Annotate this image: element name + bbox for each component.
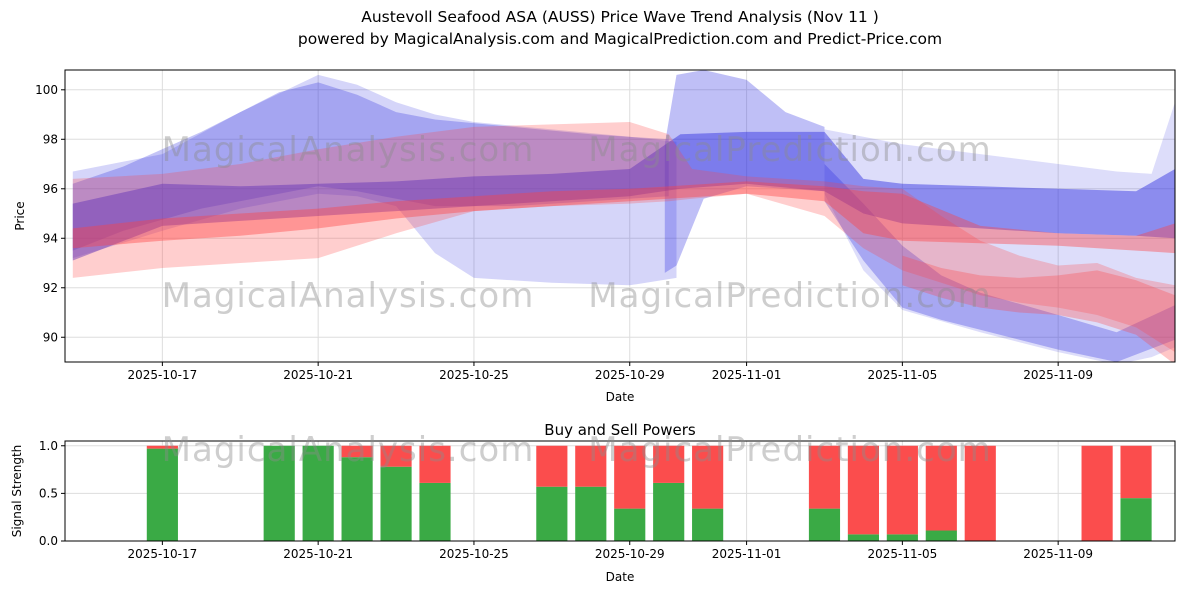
svg-text:94: 94 [43,231,58,245]
price-wave-bands [72,70,1175,362]
svg-text:2025-11-05: 2025-11-05 [867,547,937,561]
svg-text:2025-11-01: 2025-11-01 [712,368,782,382]
svg-text:98: 98 [43,132,58,146]
svg-text:2025-11-01: 2025-11-01 [712,547,782,561]
watermark-analysis-top: MagicalAnalysis.com [161,130,535,170]
price-x-axis-label: Date [605,390,635,404]
signal-bars [146,445,1152,541]
svg-text:2025-11-05: 2025-11-05 [867,368,937,382]
svg-text:1.0: 1.0 [39,439,58,453]
svg-text:0.0: 0.0 [39,534,58,548]
svg-text:2025-11-09: 2025-11-09 [1023,547,1093,561]
watermark-prediction-top: MagicalPrediction.com [588,130,992,170]
svg-text:2025-10-29: 2025-10-29 [595,547,665,561]
svg-text:96: 96 [43,182,58,196]
signal-chart: 2025-10-17 2025-10-21 2025-10-25 2025-10-29… [39,439,1176,561]
svg-text:2025-10-25: 2025-10-25 [439,368,509,382]
svg-text:2025-10-25: 2025-10-25 [439,547,509,561]
signal-x-axis-label: Date [605,570,635,584]
svg-text:2025-10-21: 2025-10-21 [283,547,353,561]
price-chart: 2025-10-17 2025-10-21 2025-10-25 2025-10-29… [35,69,1176,382]
svg-text:2025-10-17: 2025-10-17 [127,547,197,561]
watermark-analysis-mid: MagicalAnalysis.com [161,276,535,316]
svg-text:90: 90 [43,330,58,344]
watermark-analysis-bottom: MagicalAnalysis.com [161,430,535,470]
svg-text:2025-10-29: 2025-10-29 [595,368,665,382]
price-y-axis-label: Price [13,201,27,231]
signal-chart-title: Buy and Sell Powers [544,421,696,439]
figure-title: Austevoll Seafood ASA (AUSS) Price Wave … [65,6,1175,50]
svg-text:2025-11-09: 2025-11-09 [1023,368,1093,382]
svg-text:0.5: 0.5 [39,486,58,500]
figure-title-line2: powered by MagicalAnalysis.com and Magic… [297,30,943,48]
watermark-prediction-bottom: MagicalPrediction.com [588,430,992,470]
signal-y-axis-label: Signal Strength [10,444,24,538]
watermark-prediction-mid: MagicalPrediction.com [588,276,992,316]
svg-text:100: 100 [35,83,58,97]
svg-text:92: 92 [43,281,58,295]
svg-text:2025-10-17: 2025-10-17 [127,368,197,382]
figure-title-line1: Austevoll Seafood ASA (AUSS) Price Wave … [361,8,879,26]
svg-text:2025-10-21: 2025-10-21 [283,368,353,382]
